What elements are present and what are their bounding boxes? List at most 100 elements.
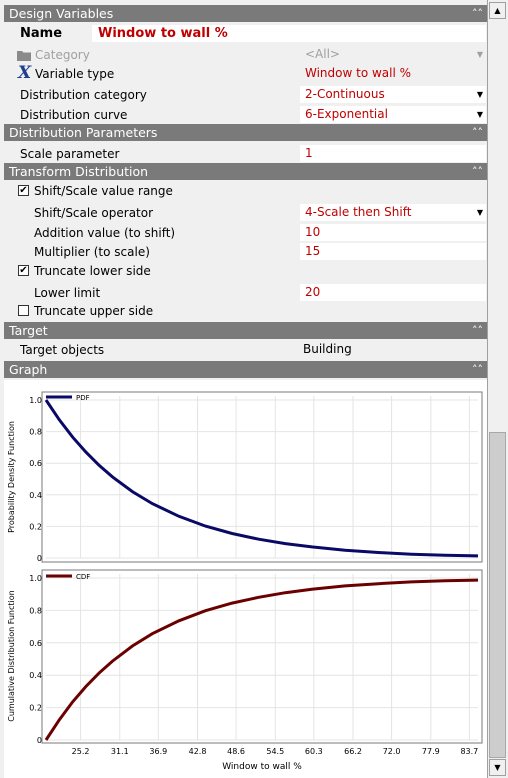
truncate-upper-label: Truncate upper side <box>34 304 154 318</box>
y-tick-label: 0.8 <box>29 428 42 437</box>
cdf-legend-label: CDF <box>76 573 90 581</box>
vertical-scrollbar[interactable]: ▲ ▼ <box>488 0 508 778</box>
section-title: Distribution Parameters <box>9 125 158 140</box>
distribution-curve-label: Distribution curve <box>20 108 128 122</box>
y-tick-label: 0.4 <box>29 671 42 680</box>
x-tick-label: 72.0 <box>383 747 401 756</box>
cdf-y-ticks: 0 0.2 0.4 0.6 0.8 1.0 <box>29 574 42 745</box>
x-tick-label: 48.6 <box>227 747 245 756</box>
x-tick-label: 31.1 <box>111 747 129 756</box>
addition-value-input[interactable]: 10 <box>300 224 486 241</box>
section-title: Graph <box>9 362 48 377</box>
distribution-category-label: Distribution category <box>20 88 147 102</box>
property-panel: Design Variables ˄˄ Name Window to wall … <box>0 0 488 778</box>
section-title: Target <box>9 323 48 338</box>
truncate-lower-row: ✔ Truncate lower side <box>4 261 487 281</box>
pdf-y-ticks: 0 0.2 0.4 0.6 0.8 1.0 <box>29 396 42 563</box>
section-header-graph[interactable]: Graph ˄˄ <box>4 361 487 378</box>
name-label: Name <box>20 26 63 41</box>
shift-scale-operator-select[interactable]: 4-Scale then Shift ▼ <box>300 204 486 221</box>
cdf-x-axis-label: Window to wall % <box>222 762 302 772</box>
scale-parameter-row: Scale parameter 1 <box>4 144 487 164</box>
shift-scale-range-label: Shift/Scale value range <box>34 184 173 198</box>
scroll-down-arrow-icon[interactable]: ▼ <box>489 759 506 776</box>
x-tick-label: 77.9 <box>422 747 440 756</box>
section-header-distribution-parameters[interactable]: Distribution Parameters ˄˄ <box>4 124 487 141</box>
pdf-legend-label: PDF <box>76 394 90 402</box>
addition-value-row: Addition value (to shift) 10 <box>4 223 487 243</box>
double-chevron-up-icon[interactable]: ˄˄ <box>472 126 483 139</box>
category-row: Category <All> ▼ <box>4 45 487 65</box>
scroll-up-arrow-icon[interactable]: ▲ <box>489 2 506 19</box>
cdf-series-line <box>44 578 479 741</box>
multiplier-row: Multiplier (to scale) 15 <box>4 242 487 262</box>
truncate-upper-checkbox[interactable] <box>18 305 29 316</box>
x-tick-label: 42.8 <box>189 747 207 756</box>
shift-scale-operator-label: Shift/Scale operator <box>34 206 154 220</box>
lower-limit-label: Lower limit <box>34 286 101 300</box>
x-tick-label: 66.2 <box>344 747 362 756</box>
truncate-lower-checkbox[interactable]: ✔ <box>18 265 29 276</box>
distribution-category-select[interactable]: 2-Continuous ▼ <box>300 86 486 103</box>
double-chevron-up-icon[interactable]: ˄˄ <box>472 363 483 376</box>
shift-scale-range-row: ✔ Shift/Scale value range <box>4 181 487 201</box>
scale-parameter-input[interactable]: 1 <box>300 145 486 162</box>
y-tick-label: 0.8 <box>29 606 42 615</box>
section-title: Transform Distribution <box>9 164 149 179</box>
target-objects-label: Target objects <box>20 343 105 357</box>
pdf-chart: 0 0.2 0.4 0.6 0.8 1.0 PDF Probability Density… <box>7 391 483 563</box>
double-chevron-up-icon[interactable]: ˄˄ <box>472 7 483 20</box>
x-tick-label: 60.3 <box>305 747 323 756</box>
y-tick-label: 0.6 <box>29 459 42 468</box>
distribution-curve-select[interactable]: 6-Exponential ▼ <box>300 106 486 123</box>
dropdown-arrow-icon[interactable]: ▼ <box>476 90 483 99</box>
section-title: Design Variables <box>9 6 114 21</box>
multiplier-input[interactable]: 15 <box>300 243 486 260</box>
double-chevron-up-icon[interactable]: ˄˄ <box>472 165 483 178</box>
multiplier-label: Multiplier (to scale) <box>34 245 150 259</box>
truncate-upper-row: Truncate upper side <box>4 301 487 321</box>
variable-type-label: Variable type <box>35 67 115 81</box>
section-header-target[interactable]: Target ˄˄ <box>4 322 487 339</box>
x-variable-icon: X <box>18 63 32 83</box>
section-header-transform-distribution[interactable]: Transform Distribution ˄˄ <box>4 163 487 180</box>
distribution-category-row: Distribution category 2-Continuous ▼ <box>4 85 487 105</box>
dropdown-arrow-icon[interactable]: ▼ <box>476 110 483 119</box>
variable-type-row: X Variable type Window to wall % <box>4 63 487 84</box>
y-tick-label: 0.2 <box>29 522 42 531</box>
x-tick-label: 83.7 <box>460 747 478 756</box>
section-header-design-variables[interactable]: Design Variables ˄˄ <box>4 5 487 22</box>
pdf-series-line <box>44 399 479 558</box>
name-row: Name Window to wall % <box>4 24 487 44</box>
y-tick-label: 0.2 <box>29 704 42 713</box>
dropdown-arrow-icon[interactable]: ▼ <box>476 50 483 59</box>
shift-scale-operator-row: Shift/Scale operator 4-Scale then Shift … <box>4 203 487 223</box>
cdf-grid <box>46 574 478 741</box>
lower-limit-row: Lower limit 20 <box>4 283 487 303</box>
name-input[interactable]: Window to wall % <box>92 25 486 42</box>
double-chevron-up-icon[interactable]: ˄˄ <box>472 324 483 337</box>
y-tick-label: 1.0 <box>29 574 42 583</box>
category-label: Category <box>35 48 90 62</box>
target-objects-row: Target objects Building <box>4 340 487 360</box>
x-tick-label: 25.2 <box>72 747 90 756</box>
cdf-chart: 0 0.2 0.4 0.6 0.8 1.0 25.2 31.1 36.9 42.8 48.6 54.… <box>7 569 483 772</box>
pdf-plot-frame <box>41 391 483 563</box>
lower-limit-input[interactable]: 20 <box>300 284 486 301</box>
pdf-y-axis-label: Probability Density Function <box>7 421 16 533</box>
shift-scale-range-checkbox[interactable]: ✔ <box>18 185 29 196</box>
folder-icon <box>16 45 32 68</box>
truncate-lower-label: Truncate lower side <box>34 264 151 278</box>
target-objects-value[interactable]: Building <box>303 342 352 356</box>
graph-area: 0 0.2 0.4 0.6 0.8 1.0 PDF Probability Density… <box>4 380 487 778</box>
x-tick-label: 54.5 <box>266 747 284 756</box>
y-tick-label: 1.0 <box>29 396 42 405</box>
y-tick-label: 0.6 <box>29 639 42 648</box>
cdf-x-ticks: 25.2 31.1 36.9 42.8 48.6 54.5 60.3 66.2 72.0 77.9… <box>72 747 479 756</box>
variable-type-value: Window to wall % <box>305 66 412 80</box>
dropdown-arrow-icon[interactable]: ▼ <box>476 208 483 217</box>
scrollbar-thumb[interactable] <box>489 432 506 758</box>
y-tick-label: 0.4 <box>29 491 42 500</box>
cdf-plot-frame <box>41 569 483 744</box>
category-select[interactable]: <All> ▼ <box>300 46 486 63</box>
